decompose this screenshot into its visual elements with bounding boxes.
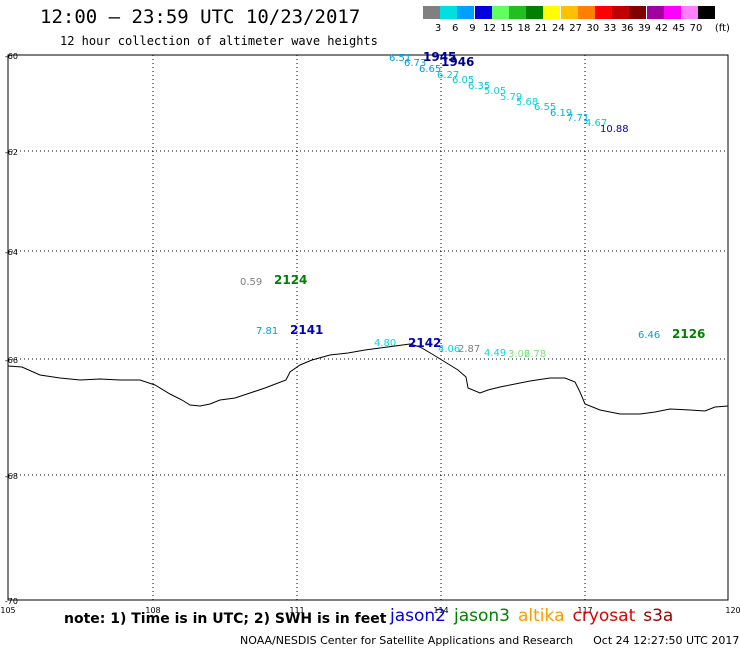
legend-label: 36	[620, 23, 634, 34]
legend-swatch	[560, 6, 578, 19]
pass-label: 2142	[408, 336, 441, 350]
latitude-label: -68	[5, 472, 18, 481]
wave-height-value: 7.81	[256, 326, 278, 337]
wave-height-value: 6.27	[437, 70, 459, 81]
legend-label: 45	[672, 23, 686, 34]
wave-height-value: 5.05	[484, 86, 506, 97]
legend-label: 42	[655, 23, 668, 34]
legend-swatch	[681, 6, 698, 19]
legend-label: 27	[569, 23, 582, 34]
legend-label: 24	[552, 23, 565, 34]
legend-swatch	[612, 6, 630, 19]
latitude-label: -62	[5, 148, 18, 157]
latitude-labels: -60 -62 -64 -66 -68 -70	[5, 52, 18, 606]
wave-height-value: 6.73	[404, 58, 426, 69]
pass-label: 2141	[290, 323, 323, 337]
pass-label: 1946	[441, 55, 474, 69]
legend-swatch	[509, 6, 526, 19]
longitude-label: 108	[145, 606, 160, 615]
wave-height-value: 6.19	[550, 108, 572, 119]
legend-swatch	[526, 6, 544, 19]
longitude-label: 111	[289, 606, 304, 615]
legend-label: 30	[586, 23, 600, 34]
latitude-label: -60	[5, 52, 18, 61]
wave-height-value: 5.68	[516, 97, 538, 108]
legend-label: 6	[452, 23, 459, 34]
satellite-jason3: jason3	[454, 606, 510, 626]
legend-label: 21	[534, 23, 548, 34]
wave-height-value: 10.88	[600, 124, 629, 135]
page-subtitle: 12 hour collection of altimeter wave hei…	[60, 34, 378, 48]
wave-height-value: 6.51	[389, 53, 411, 64]
legend-swatch	[440, 6, 458, 19]
page-title: 12:00 – 23:59 UTC 10/23/2017	[40, 6, 361, 28]
legend-swatch	[595, 6, 612, 19]
legend-swatch	[629, 6, 647, 19]
legend-label: 33	[603, 23, 617, 34]
wave-height-value: 3.06	[508, 349, 530, 360]
legend-label: 18	[517, 23, 531, 34]
satellite-cryosat: cryosat	[572, 606, 636, 626]
map-frame	[7, 54, 729, 601]
pass-label: 2126	[672, 327, 705, 341]
satellite-s3a: s3a	[643, 606, 674, 626]
wave-height-value: 4.80	[374, 338, 396, 349]
satellite-legend: jason2 jason3 altika cryosat s3a	[390, 606, 681, 626]
legend-swatch	[423, 6, 440, 19]
wave-height-value: 6.46	[638, 330, 660, 341]
latitude-label: -66	[5, 356, 18, 365]
legend-swatch	[474, 6, 492, 19]
legend-swatch	[577, 6, 595, 19]
wave-height-value: 7.71	[567, 113, 589, 124]
longitude-label: 105	[0, 606, 15, 615]
longitude-label: 114	[433, 606, 448, 615]
credit-text: NOAA/NESDIS Center for Satellite Applica…	[240, 634, 574, 647]
pass-label: 1945	[423, 50, 456, 64]
wave-height-value: 2.87	[458, 344, 480, 355]
legend-unit: (ft)	[714, 23, 730, 34]
wave-height-value: 6.35	[468, 81, 490, 92]
longitude-label: 120	[725, 606, 740, 615]
map-grid	[8, 55, 728, 600]
legend-swatch	[646, 6, 664, 19]
longitude-label: 117	[577, 606, 592, 615]
legend-swatch	[491, 6, 509, 19]
wave-height-value: 4.49	[484, 348, 506, 359]
wave-height-value: 4.06	[438, 344, 460, 355]
wave-height-values: 6.516.736.656.276.056.355.055.795.686.55…	[240, 53, 660, 360]
wave-height-value: 6.05	[452, 75, 474, 86]
legend-swatch	[457, 6, 475, 19]
legend-label: 39	[638, 23, 651, 34]
wave-height-value: 6.55	[534, 102, 556, 113]
satellite-jason2: jason2	[390, 606, 446, 626]
legend-label: 70	[689, 23, 703, 34]
wave-height-value: 6.65	[419, 64, 441, 75]
longitude-labels: 105 108 111 114 117 120	[0, 606, 740, 615]
legend-label: 12	[483, 23, 496, 34]
satellite-altika: altika	[518, 606, 565, 626]
legend-label: 3	[434, 23, 442, 34]
timestamp: Oct 24 12:27:50 UTC 2017	[593, 634, 740, 647]
pass-label: 2124	[274, 273, 307, 287]
legend-swatch	[663, 6, 681, 19]
legend-label: 9	[469, 23, 476, 34]
footer-note: note: 1) Time is in UTC; 2) SWH is in fe…	[64, 611, 387, 627]
wave-height-value: 2.78	[524, 349, 546, 360]
antarctic-coastline	[7, 343, 729, 415]
wave-height-value: 0.59	[240, 277, 262, 288]
latitude-label: -70	[5, 597, 18, 606]
wave-height-value: 4.67	[585, 118, 607, 129]
legend-swatch	[543, 6, 561, 19]
legend-label: 15	[500, 23, 514, 34]
legend-swatch	[698, 6, 716, 19]
wave-height-value: 5.79	[500, 92, 522, 103]
footer-credit: NOAA/NESDIS Center for Satellite Applica…	[240, 634, 739, 647]
latitude-label: -64	[5, 248, 18, 257]
